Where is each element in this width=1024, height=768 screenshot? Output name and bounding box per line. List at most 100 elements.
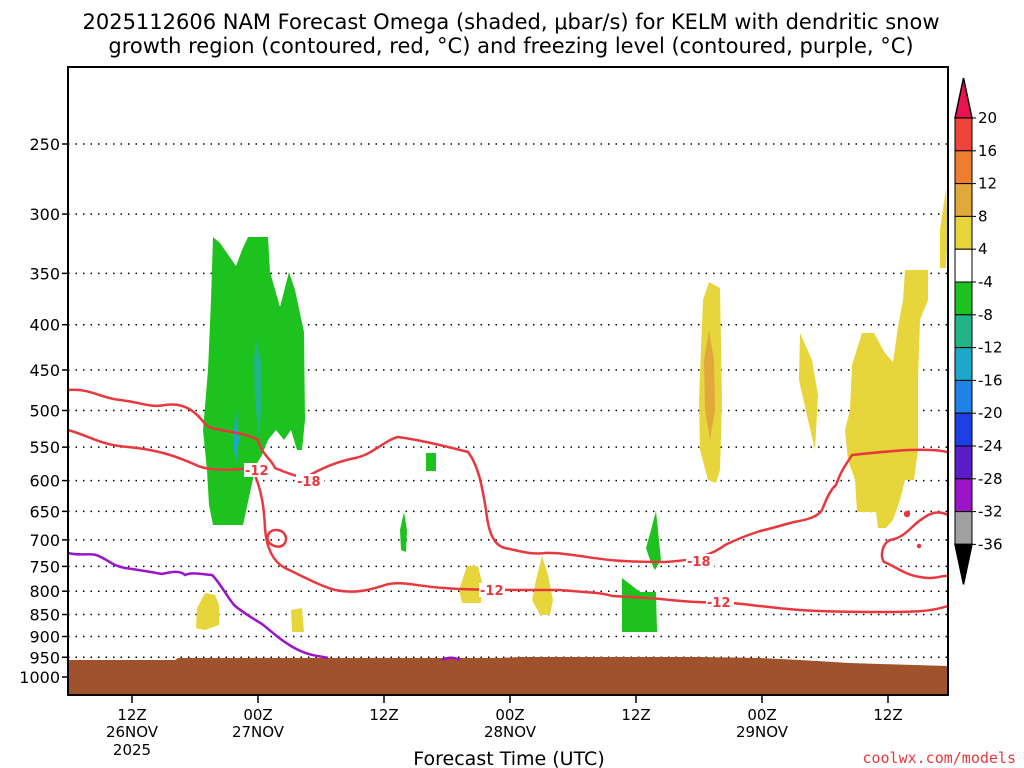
colorbar-label: -28 — [978, 470, 1003, 488]
colorbar-swatch — [954, 347, 973, 381]
y-tick-label: 850 — [29, 606, 60, 625]
y-tick-label: 450 — [29, 361, 60, 380]
contour-label-bg-1 — [244, 463, 266, 477]
y-tick-label: 650 — [29, 502, 60, 521]
freezing-level-contours — [67, 551, 461, 662]
colorbar-label: -4 — [978, 273, 993, 291]
dgz-lower-contour — [67, 428, 949, 614]
chart-title-line2: growth region (contoured, red, °C) and f… — [108, 34, 913, 58]
y-tick-label: 500 — [29, 402, 60, 421]
x-tick-date: 26NOV — [106, 723, 159, 741]
contour-label-bg-3 — [479, 583, 505, 597]
y-tick-label: 950 — [29, 648, 60, 667]
x-tick-label: 12Z — [873, 706, 902, 724]
plot-frame — [67, 66, 949, 696]
dgz-small-loop — [266, 528, 288, 548]
ground-terrain — [68, 657, 948, 695]
x-tick-date: 29NOV — [736, 723, 789, 741]
y-axis: 250 300 350 400 450 500 550 600 650 700 750 800 850 9… — [19, 135, 68, 687]
y-tick-label: 400 — [29, 316, 60, 335]
contour-label-4: -18 — [687, 555, 711, 570]
contour-label-5: -12 — [707, 596, 731, 611]
omega-teal-region — [254, 340, 262, 440]
contour-label-bg-2 — [296, 474, 324, 488]
colorbar-label: -20 — [978, 404, 1003, 422]
contour-label-2: -18 — [297, 475, 321, 490]
colorbar-swatch — [954, 412, 973, 447]
x-tick-label: 00Z — [495, 706, 524, 724]
colorbar-top-arrow — [954, 77, 973, 119]
y-tick-label: 800 — [29, 582, 60, 601]
colorbar-swatch — [954, 183, 973, 217]
colorbar-swatch — [954, 117, 973, 152]
colorbar-swatch — [954, 379, 973, 414]
dgz-contours — [67, 388, 949, 614]
omega-yellow-7 — [459, 566, 482, 603]
omega-orange-1 — [704, 330, 715, 440]
omega-green-small-3 — [646, 511, 661, 570]
colorbar: 20 16 12 8 4 -4 -8 -12 -16 -20 -24 -28 -32 -36 — [954, 77, 1003, 585]
colorbar-swatch — [954, 281, 973, 316]
y-tick-label: 300 — [29, 205, 60, 224]
omega-yellow-6 — [291, 608, 304, 632]
colorbar-swatch — [954, 445, 973, 480]
omega-yellow-4 — [940, 188, 948, 268]
y-tick-label: 1000 — [19, 668, 60, 687]
omega-cyan-region — [233, 410, 239, 465]
plot-area — [68, 67, 948, 695]
omega-green-small-1 — [426, 453, 436, 471]
colorbar-swatch — [954, 215, 973, 250]
dgz-speck-2 — [916, 543, 922, 549]
colorbar-label: -32 — [978, 503, 1003, 521]
dgz-right-loop — [880, 511, 949, 580]
colorbar-swatch — [954, 511, 973, 545]
contour-label-1: -12 — [245, 464, 269, 479]
colorbar-bottom-arrow — [954, 543, 973, 585]
freezing-level-line — [67, 551, 329, 660]
omega-yellow-2 — [799, 333, 818, 450]
omega-yellow-5 — [196, 593, 219, 630]
credit-text: coolwx.com/models — [862, 749, 1016, 767]
colorbar-label: -24 — [978, 437, 1003, 455]
contour-labels: -12 -18 -12 -18 -12 — [244, 463, 734, 611]
colorbar-label: 20 — [978, 109, 997, 127]
contour-label-bg-4 — [686, 554, 714, 568]
omega-green-small-4 — [622, 578, 657, 632]
y-tick-label: 600 — [29, 472, 60, 491]
colorbar-swatch — [954, 314, 973, 349]
y-tick-label: 900 — [29, 627, 60, 646]
colorbar-swatch — [954, 248, 973, 283]
x-axis-label: Forecast Time (UTC) — [413, 748, 604, 768]
colorbar-label: -12 — [978, 339, 1003, 357]
contour-label-bg-5 — [706, 595, 734, 609]
x-tick-label: 12Z — [621, 706, 650, 724]
dgz-upper-contour — [67, 388, 949, 564]
x-tick-label: 12Z — [117, 706, 146, 724]
y-tick-label: 550 — [29, 438, 60, 457]
y-tick-label: 750 — [29, 557, 60, 576]
colorbar-label: 12 — [978, 175, 997, 193]
colorbar-label: 8 — [978, 207, 988, 225]
colorbar-swatch — [954, 478, 973, 513]
colorbar-label: 16 — [978, 142, 997, 160]
x-tick-label: 00Z — [243, 706, 272, 724]
colorbar-label: -16 — [978, 371, 1003, 389]
colorbar-swatch — [954, 150, 973, 185]
x-tick-year: 2025 — [113, 741, 151, 759]
x-tick-date: 28NOV — [484, 723, 537, 741]
freezing-level-blip — [441, 656, 461, 662]
dgz-speck-1 — [903, 510, 911, 518]
y-tick-label: 350 — [29, 264, 60, 283]
chart-title-line1: 2025112606 NAM Forecast Omega (shaded, μ… — [82, 10, 939, 34]
omega-green-small-2 — [400, 512, 407, 552]
y-tick-label: 250 — [29, 135, 60, 154]
omega-yellow-8 — [532, 556, 553, 615]
x-tick-label: 00Z — [747, 706, 776, 724]
x-tick-date: 27NOV — [232, 723, 285, 741]
colorbar-label: 4 — [978, 240, 988, 258]
omega-green-region — [203, 237, 305, 525]
x-tick-label: 12Z — [369, 706, 398, 724]
omega-shading — [196, 188, 948, 632]
